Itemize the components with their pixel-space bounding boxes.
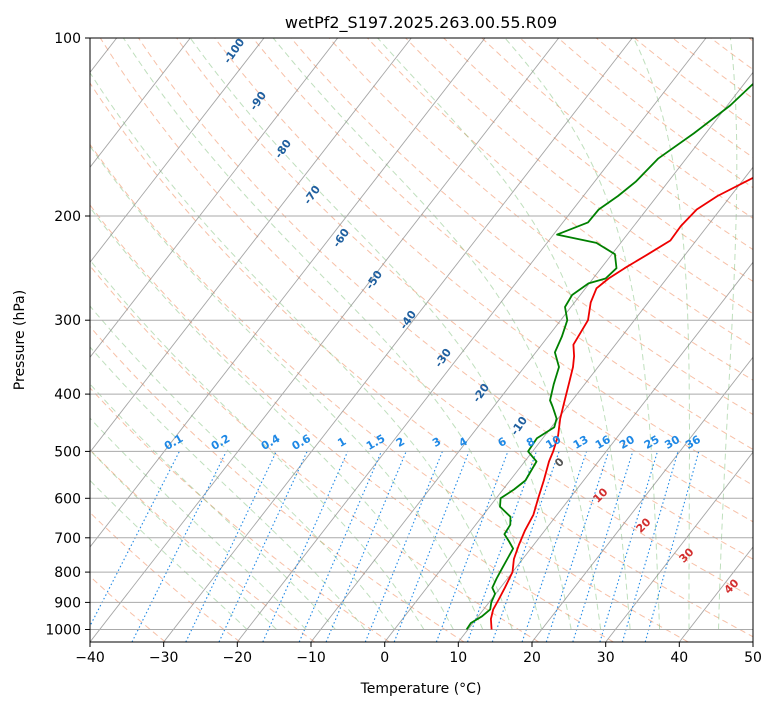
mixing-ratio-line <box>572 451 634 642</box>
y-tick-label: 400 <box>54 387 81 403</box>
x-tick-label: 0 <box>380 650 389 666</box>
profile-lines <box>465 82 753 630</box>
mixing-ratio-line <box>491 451 560 642</box>
isotherm <box>90 38 339 358</box>
dry-adiabat <box>90 449 315 642</box>
isotherm <box>90 38 560 642</box>
dry-adiabat <box>176 38 753 523</box>
mixing-ratio-line <box>262 451 349 642</box>
moist-adiabat <box>90 145 484 630</box>
x-tick-label: 10 <box>449 650 467 666</box>
isotherm <box>90 38 265 263</box>
isotherm <box>605 451 753 642</box>
temperature-line <box>490 176 753 630</box>
y-tick-label: 1000 <box>45 623 81 639</box>
isotherm <box>310 71 753 642</box>
plot-frame <box>89 37 754 643</box>
y-tick-label: 500 <box>54 444 81 460</box>
isotherm <box>384 166 753 642</box>
moist-adiabat <box>633 38 690 630</box>
mixing-ratio-line <box>218 451 308 642</box>
dry-adiabat <box>90 143 689 642</box>
isotherm <box>90 38 412 453</box>
x-axis-label: Temperature (°C) <box>360 681 482 697</box>
y-tick-label: 100 <box>54 31 81 47</box>
dry-adiabat <box>99 38 753 599</box>
x-tick-label: 40 <box>670 650 688 666</box>
x-tick-label: −40 <box>75 650 105 666</box>
x-tick-label: 30 <box>597 650 615 666</box>
mixing-ratio-line <box>298 451 382 642</box>
mixing-ratio-line <box>599 451 659 642</box>
mixing-ratio-line <box>644 451 700 642</box>
moist-adiabat <box>504 38 661 630</box>
axis-ticks: −40 −30 −20 −10 0 10 20 30 40 50 1000 900 800 700 600 5… <box>45 31 762 666</box>
mixing-ratio-line <box>131 451 227 642</box>
mixing-ratio-line <box>185 451 277 642</box>
mixing-ratio-line <box>466 451 537 642</box>
dry-adiabat <box>90 325 465 642</box>
isotherm <box>163 38 633 642</box>
dry-adiabat <box>138 38 753 560</box>
isotherm <box>236 38 707 642</box>
dewpoint-line <box>465 82 753 630</box>
x-tick-label: 20 <box>523 650 541 666</box>
isotherm <box>90 38 486 548</box>
moist-adiabat <box>189 38 572 630</box>
x-tick-label: −10 <box>296 650 326 666</box>
x-tick-label: 50 <box>744 650 762 666</box>
mixing-ratio-line <box>545 451 610 642</box>
x-tick-label: −30 <box>149 650 179 666</box>
mixing-ratio-line <box>521 451 588 642</box>
y-tick-label: 700 <box>54 531 81 547</box>
dry-adiabat <box>90 204 614 642</box>
y-axis-label: Pressure (hPa) <box>12 290 28 390</box>
y-tick-label: 200 <box>54 209 81 225</box>
moist-adiabat <box>90 305 395 630</box>
moist-adiabat <box>377 38 631 630</box>
moist-adiabat <box>90 417 307 630</box>
isotherm <box>457 261 753 642</box>
moist-adiabat <box>90 206 454 630</box>
isotherm <box>90 38 191 169</box>
moist-adiabat <box>718 38 738 630</box>
chart-title: wetPf2_S197.2025.263.00.55.R09 <box>285 13 557 33</box>
moist-adiabat <box>90 259 425 630</box>
dry-adiabat <box>90 575 166 642</box>
y-tick-label: 300 <box>54 313 81 329</box>
dry-adiabat <box>290 38 753 416</box>
dry-adiabat <box>367 38 753 348</box>
mixing-ratio-line <box>325 451 407 642</box>
y-tick-label: 900 <box>54 595 81 611</box>
moist-adiabat <box>122 38 543 630</box>
moist-adiabat <box>90 449 277 630</box>
isotherm <box>531 356 753 642</box>
y-tick-label: 800 <box>54 565 81 581</box>
dry-adiabat <box>90 265 540 642</box>
moist-adiabat <box>90 346 366 630</box>
moist-adiabat <box>90 71 513 630</box>
mixing-ratio-line <box>621 451 679 642</box>
moist-adiabat <box>272 38 602 630</box>
moist-adiabat <box>90 479 248 630</box>
y-tick-label: 600 <box>54 491 81 507</box>
background-lines <box>90 38 753 642</box>
dry-adiabat <box>90 387 390 642</box>
dry-adiabat <box>252 38 753 451</box>
x-tick-label: −20 <box>223 650 253 666</box>
